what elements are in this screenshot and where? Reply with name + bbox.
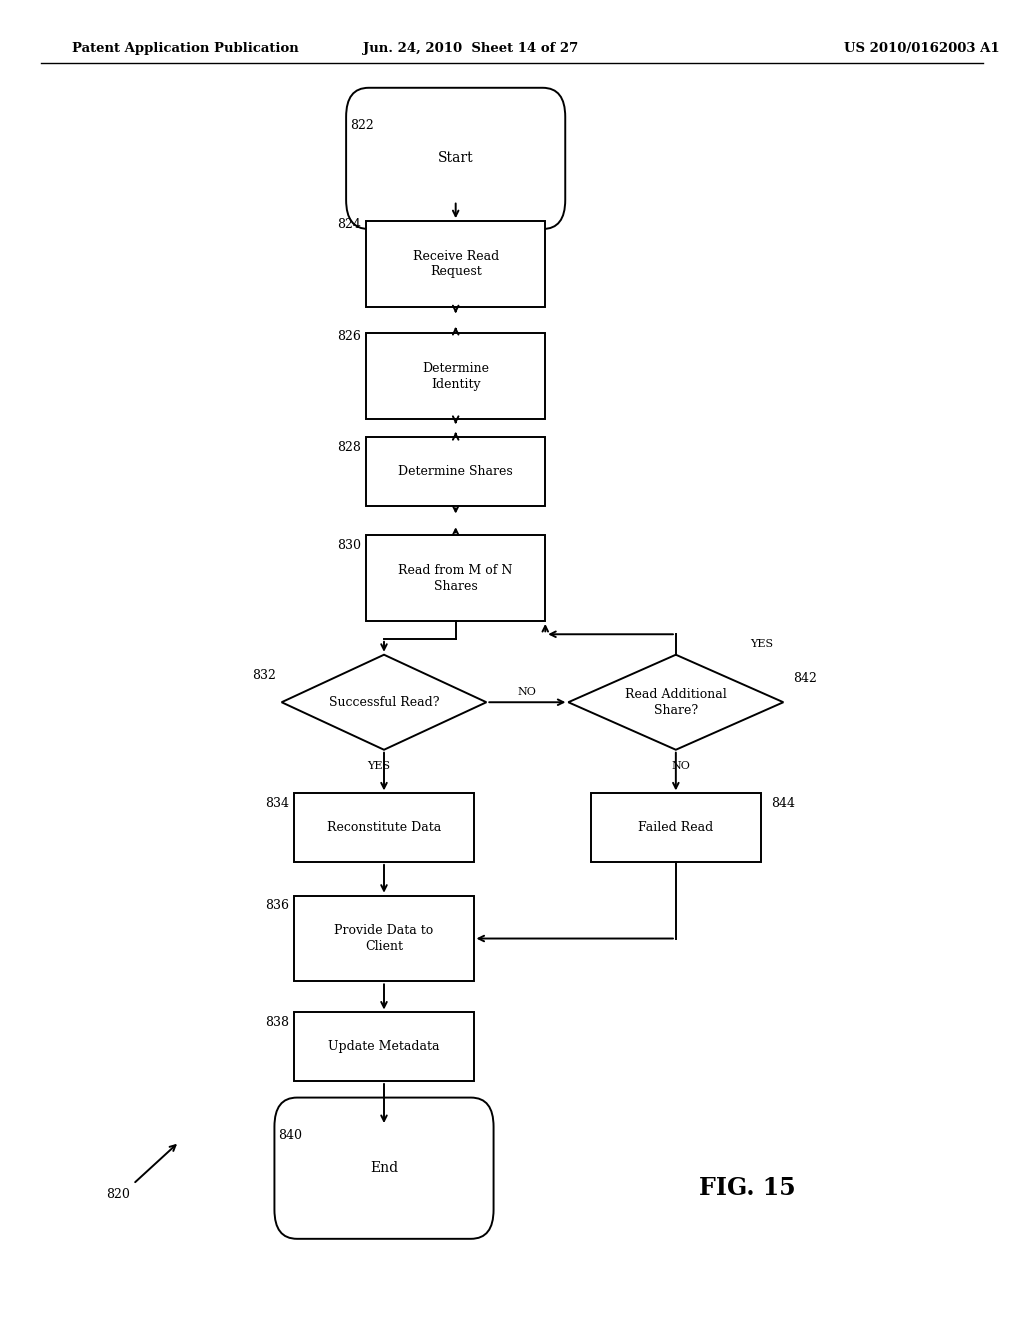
Text: Update Metadata: Update Metadata (329, 1040, 439, 1053)
Text: Read Additional
Share?: Read Additional Share? (625, 688, 727, 717)
Bar (367, 536, 545, 620)
Text: Reconstitute Data: Reconstitute Data (327, 821, 441, 834)
Text: 822: 822 (350, 119, 374, 132)
Text: 824: 824 (337, 218, 361, 231)
Text: 838: 838 (265, 1016, 289, 1030)
Polygon shape (282, 655, 486, 750)
Text: Failed Read: Failed Read (638, 821, 714, 834)
Bar (591, 793, 761, 862)
Bar (367, 437, 545, 506)
Text: 836: 836 (265, 899, 289, 912)
Text: 826: 826 (337, 330, 361, 343)
Text: Start: Start (438, 152, 473, 165)
Bar (295, 793, 473, 862)
Text: 830: 830 (337, 539, 361, 552)
Text: Determine
Identity: Determine Identity (422, 362, 489, 391)
Bar (367, 333, 545, 420)
Text: Patent Application Publication: Patent Application Publication (72, 42, 298, 55)
Text: 842: 842 (794, 672, 817, 685)
Text: US 2010/0162003 A1: US 2010/0162003 A1 (844, 42, 999, 55)
FancyBboxPatch shape (274, 1098, 494, 1238)
FancyBboxPatch shape (346, 87, 565, 230)
Text: NO: NO (672, 760, 690, 771)
Text: Jun. 24, 2010  Sheet 14 of 27: Jun. 24, 2010 Sheet 14 of 27 (364, 42, 579, 55)
Bar (295, 1012, 473, 1081)
Text: YES: YES (750, 639, 773, 649)
Text: 832: 832 (253, 669, 276, 682)
Text: 828: 828 (337, 441, 361, 454)
Text: End: End (370, 1162, 398, 1175)
Text: 840: 840 (279, 1129, 302, 1142)
Text: NO: NO (518, 686, 537, 697)
Bar (367, 220, 545, 306)
Text: 844: 844 (771, 797, 796, 810)
Text: FIG. 15: FIG. 15 (699, 1176, 796, 1200)
Text: 834: 834 (265, 797, 289, 810)
Text: 820: 820 (105, 1188, 130, 1201)
Text: Determine Shares: Determine Shares (398, 465, 513, 478)
Text: YES: YES (368, 760, 390, 771)
Text: Provide Data to
Client: Provide Data to Client (335, 924, 433, 953)
Text: Receive Read
Request: Receive Read Request (413, 249, 499, 279)
Bar (295, 896, 473, 982)
Polygon shape (568, 655, 783, 750)
Text: Successful Read?: Successful Read? (329, 696, 439, 709)
Text: Read from M of N
Shares: Read from M of N Shares (398, 564, 513, 593)
